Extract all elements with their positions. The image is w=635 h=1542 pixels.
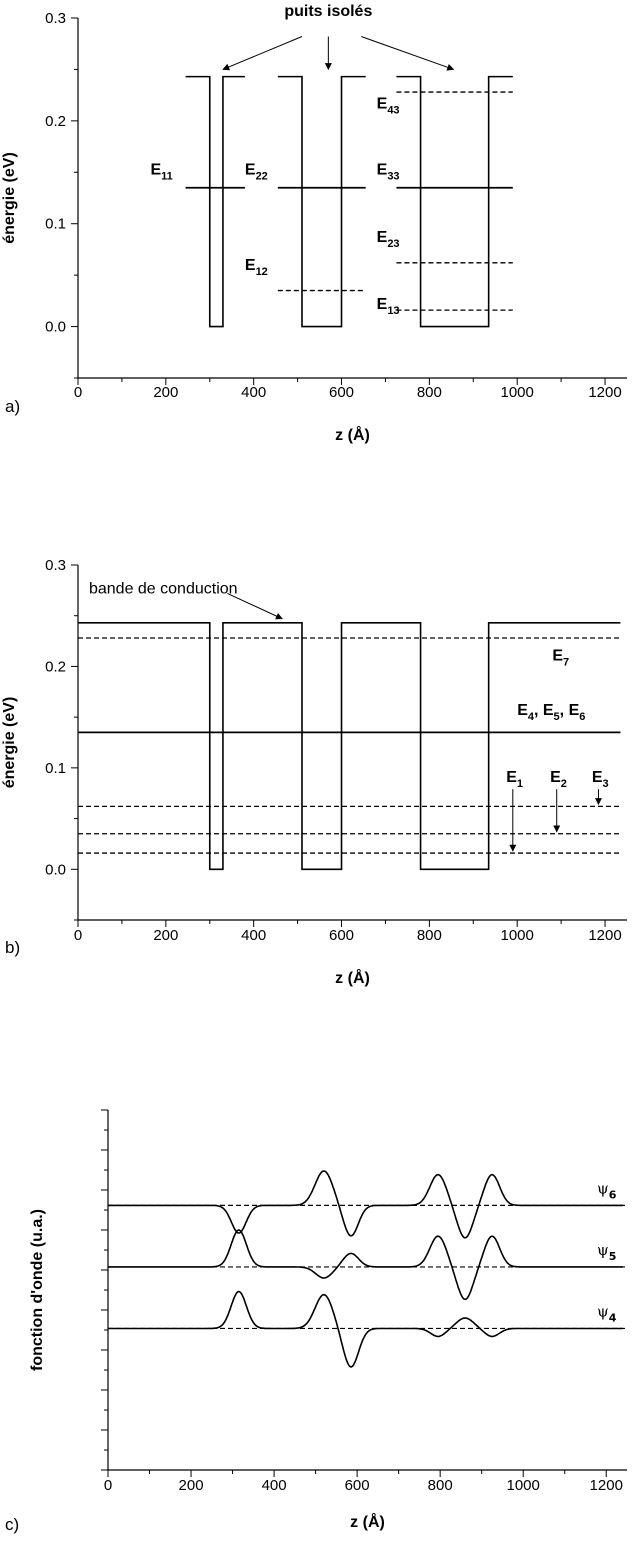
y-tick-label: 0.1: [45, 760, 66, 777]
well-profile-3: [396, 75, 513, 328]
wavefunction-psi6: [108, 1170, 623, 1239]
annotation-label: bande de conduction: [89, 580, 238, 597]
panel-letter: a): [5, 397, 20, 416]
annotation-label: E33: [377, 161, 400, 182]
annotation-label: E3: [592, 769, 609, 790]
wavefunction-psi4: [108, 1290, 623, 1368]
y-axis-title: énergie (eV): [1, 152, 18, 244]
well-profile-2: [277, 75, 366, 328]
series-label: ψ5: [597, 1241, 616, 1263]
y-axis-title: fonction d'onde (u.a.): [29, 1209, 46, 1371]
x-axis-title: z (Å): [335, 425, 370, 444]
panel-letter: c): [5, 1515, 19, 1534]
x-tick-label: 800: [428, 1477, 453, 1494]
axes: [77, 18, 627, 379]
y-tick-label: 0.2: [45, 658, 66, 675]
x-tick-label: 800: [417, 927, 442, 944]
x-tick-label: 1200: [588, 927, 621, 944]
panel-letter: b): [5, 938, 20, 957]
x-tick-label: 200: [153, 384, 178, 401]
annotation-label: E11: [150, 161, 172, 182]
x-tick-label: 400: [241, 927, 266, 944]
x-tick-label: 0: [104, 1477, 112, 1494]
well-profile-1: [78, 622, 621, 871]
x-tick-label: 600: [345, 1477, 370, 1494]
y-tick-label: 0.0: [45, 861, 66, 878]
annotation-label: E43: [377, 96, 400, 117]
annotation-label: E4, E5, E6: [517, 702, 585, 723]
x-tick-label: 400: [241, 384, 266, 401]
annotation-label: E23: [377, 229, 400, 250]
x-tick-label: 200: [153, 927, 178, 944]
x-tick-label: 0: [74, 384, 82, 401]
x-tick-label: 800: [417, 384, 442, 401]
y-axis-title: énergie (eV): [1, 697, 18, 789]
annotation-label: E1: [506, 769, 523, 790]
annotation-arrow: [361, 36, 455, 71]
annotation-label: E13: [377, 296, 400, 317]
x-tick-label: 1200: [590, 1477, 623, 1494]
y-tick-label: 0.3: [45, 10, 66, 27]
series-label: ψ6: [597, 1179, 617, 1201]
axes: [107, 1110, 627, 1471]
x-tick-label: 0: [74, 927, 82, 944]
annotation-label: E22: [245, 161, 268, 182]
chart-c: 0 200 400 600 800 1000 1200 z (Å) fonction d'ond…: [5, 1109, 627, 1534]
y-tick-label: 0.3: [45, 557, 66, 574]
x-axis-title: z (Å): [335, 968, 370, 987]
annotation-label: E2: [550, 769, 567, 790]
x-tick-label: 1200: [588, 384, 621, 401]
annotation-label: E7: [552, 647, 569, 668]
chart-b: 0 200 400 600 800 1000 1200 0.0 0.1 0.2 0.3 z (Å) én…: [1, 557, 627, 987]
x-tick-label: 600: [329, 384, 354, 401]
well-profile-1: [185, 75, 245, 328]
x-tick-label: 1000: [501, 384, 534, 401]
x-tick-label: 200: [179, 1477, 204, 1494]
x-tick-label: 1000: [501, 927, 534, 944]
annotation-label: E12: [245, 257, 268, 278]
axes: [77, 565, 627, 921]
x-tick-label: 400: [262, 1477, 287, 1494]
chart-a: 0 200 400 600 800 1000 1200 0.0 0.1 0.2 0.3 z (Å) én…: [1, 3, 627, 444]
annotation-label: puits isolés: [284, 3, 372, 20]
x-tick-label: 600: [329, 927, 354, 944]
y-tick-label: 0.1: [45, 216, 66, 233]
x-axis-title: z (Å): [350, 1512, 385, 1531]
series-label: ψ4: [597, 1302, 617, 1324]
annotation-arrow: [227, 592, 283, 620]
x-tick-label: 1000: [507, 1477, 540, 1494]
wavefunction-psi5: [108, 1229, 623, 1301]
annotation-arrow: [222, 36, 303, 71]
y-tick-label: 0.2: [45, 113, 66, 130]
y-tick-label: 0.0: [45, 319, 66, 336]
